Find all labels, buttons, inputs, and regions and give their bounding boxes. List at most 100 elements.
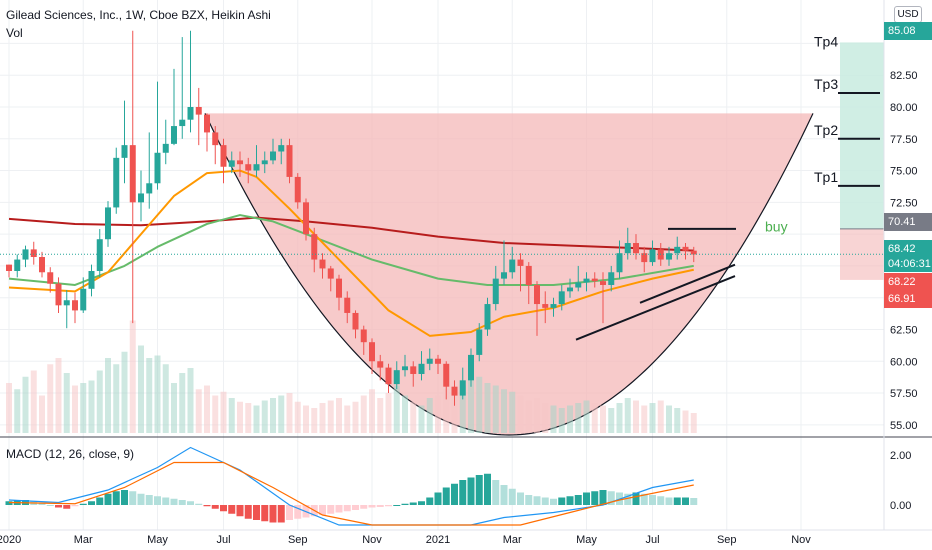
macd-histogram-bar (343, 505, 351, 512)
macd-histogram-bar (228, 505, 236, 514)
candle-body (311, 234, 318, 260)
volume-bar (129, 320, 136, 433)
volume-bar (6, 383, 12, 433)
volume-bar (228, 398, 235, 433)
candle-body (63, 300, 70, 306)
volume-bar (534, 398, 540, 433)
symbol-title[interactable]: Gilead Sciences, Inc., 1W, Cboe BZX, Hei… (6, 8, 271, 22)
candle-body (385, 367, 392, 385)
volume-bar (121, 351, 128, 433)
volume-bar (591, 403, 598, 433)
macd-histogram-bar (286, 505, 293, 520)
price-axis-label: 80.00 (890, 102, 918, 114)
target-label-tp2: Tp2 (814, 122, 838, 138)
ma-200-line (8, 216, 694, 252)
entry-price-badge: 70.41 (884, 213, 932, 231)
candle-body (682, 246, 689, 251)
volume-bar (220, 391, 227, 433)
candle-body (567, 287, 573, 292)
time-axis-label: 2021 (426, 534, 450, 546)
time-axis-label: Jul (645, 534, 659, 546)
candle-body (327, 268, 334, 279)
volume-bar (542, 403, 549, 433)
candle-body (418, 363, 425, 374)
macd-histogram-bar (682, 497, 689, 505)
macd-histogram-bar (88, 501, 95, 505)
volume-bar (575, 403, 582, 433)
candle-body (30, 249, 37, 258)
volume-bar (509, 391, 516, 433)
macd-histogram-bar (533, 496, 541, 505)
macd-histogram-bar (508, 488, 516, 505)
candle-body (369, 342, 375, 362)
candle-body (690, 250, 697, 255)
macd-histogram-bar (178, 500, 186, 505)
macd-histogram-bar (640, 493, 648, 505)
volume-bar (567, 405, 573, 433)
macd-histogram-bar (187, 501, 194, 505)
candle-body (459, 380, 466, 396)
candle-body (674, 246, 681, 254)
macd-label[interactable]: MACD (12, 26, close, 9) (6, 447, 135, 461)
macd-histogram-bar (442, 487, 450, 505)
currency-button[interactable]: USD (894, 6, 922, 23)
macd-histogram-bar (220, 505, 227, 512)
volume-bar (393, 385, 400, 433)
macd-histogram-bar (121, 490, 128, 505)
candle-body (121, 145, 128, 158)
macd-histogram-bar (162, 497, 170, 505)
time-axis-label: Jul (216, 534, 230, 546)
macd-axis-label: 0.00 (890, 500, 911, 512)
time-axis-label: May (576, 534, 597, 546)
macd-histogram-bar (467, 477, 475, 505)
candle-body (377, 361, 384, 368)
price-axis-label: 72.50 (890, 197, 918, 209)
candle-body (129, 145, 136, 203)
ma-a-badge: 68.22 (884, 273, 932, 291)
macd-histogram-bar (607, 491, 615, 505)
volume-bar (352, 401, 359, 433)
time-axis-label: 2020 (0, 534, 21, 546)
volume-bar (171, 383, 177, 433)
macd-histogram-bar (401, 503, 409, 505)
candle-body (393, 370, 400, 385)
macd-histogram-bar (261, 505, 269, 522)
inner-trendline (639, 263, 736, 304)
candle-body (105, 207, 111, 240)
volume-bar (187, 368, 194, 433)
candle-body (228, 160, 235, 167)
candle-body (146, 183, 153, 194)
candle-body (509, 259, 516, 273)
volume-bar (517, 395, 524, 433)
macd-histogram-bar (145, 495, 153, 505)
volume-bar (138, 345, 144, 433)
volume-bar (303, 405, 309, 433)
macd-histogram-bar (244, 505, 252, 519)
time-axis-label: Nov (791, 534, 811, 546)
price-axis-label: 77.50 (890, 134, 918, 146)
volume-bar (245, 403, 252, 433)
macd-histogram-bar (599, 490, 607, 505)
volume-bar (105, 358, 111, 433)
macd-histogram-bar (137, 493, 145, 505)
candle-body (468, 354, 474, 381)
macd-histogram-bar (624, 493, 632, 505)
target-label-tp3: Tp3 (814, 76, 838, 92)
candle-body (88, 270, 95, 289)
macd-histogram-bar (591, 491, 599, 505)
macd-histogram-bar (525, 495, 533, 505)
price-axis-label: 57.50 (890, 388, 918, 400)
volume-bar (476, 376, 483, 433)
volume-bar (385, 393, 392, 433)
volume-bar (443, 389, 450, 433)
volume-bar (286, 393, 293, 433)
candle-body (278, 145, 285, 152)
macd-histogram-bar (96, 497, 104, 505)
volume-bar (583, 400, 590, 433)
candle-body (270, 151, 276, 161)
volume-label[interactable]: Vol (6, 26, 23, 40)
volume-bar (501, 389, 507, 433)
candle-body (14, 259, 21, 271)
